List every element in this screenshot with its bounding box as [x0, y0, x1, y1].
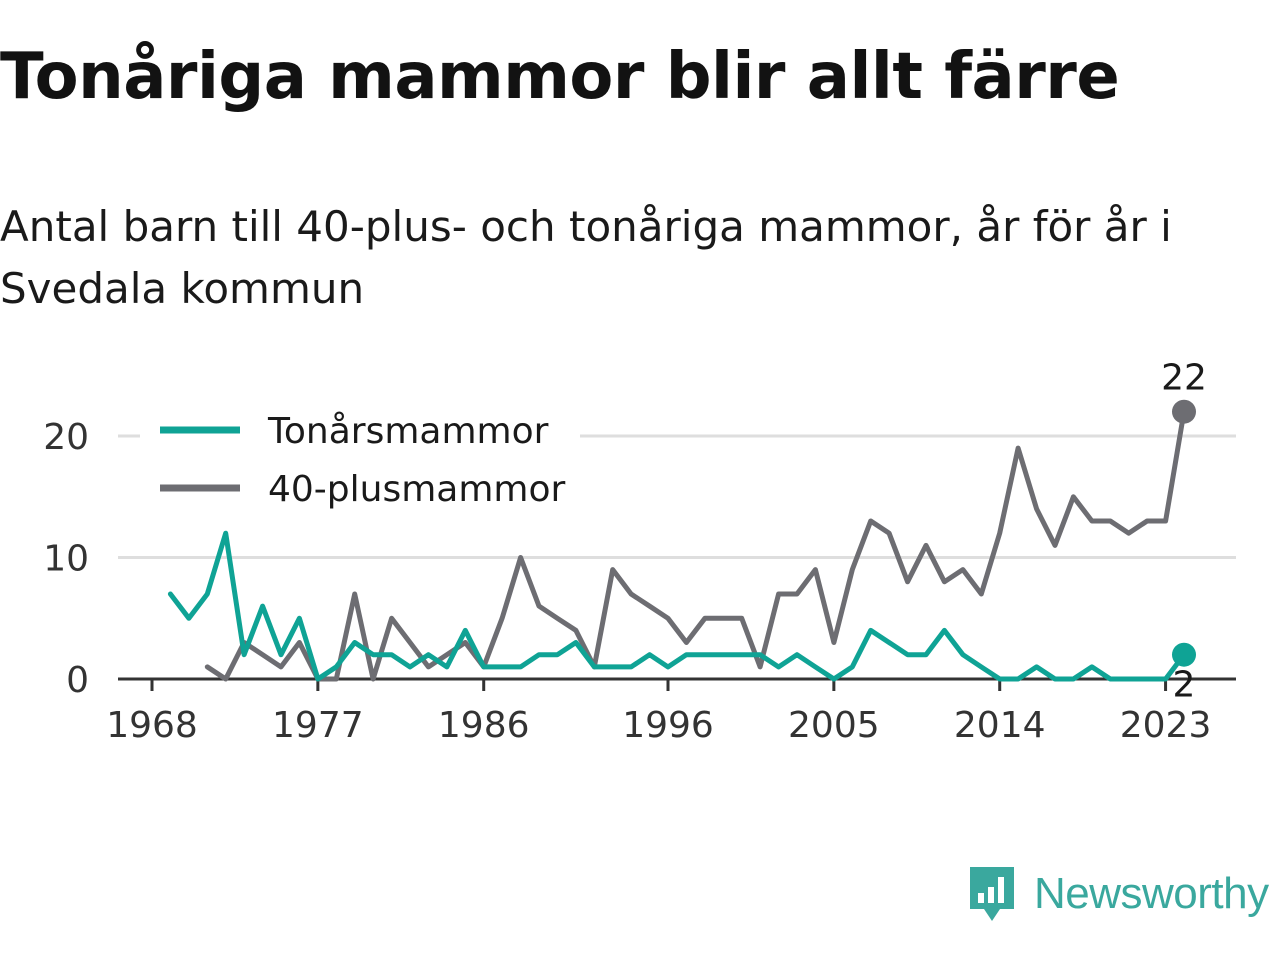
x-axis: 1968 1977 1986 1996 2005 2014 2023	[106, 677, 1236, 746]
x-tick-label: 1977	[272, 705, 364, 746]
y-axis: 0 10 20	[43, 417, 89, 701]
series-line	[167, 530, 1187, 682]
x-tick-label: 1968	[106, 705, 198, 746]
legend-label: 40-plusmammor	[268, 469, 566, 510]
chart-subtitle: Antal barn till 40-plus- och tonåriga ma…	[0, 202, 1172, 313]
x-tick-label: 1996	[622, 705, 714, 746]
series-lines	[167, 399, 1196, 682]
chart-title: Tonåriga mammor blir allt färre	[0, 40, 1120, 114]
end-point-marker	[1172, 642, 1196, 667]
y-tick-label: 20	[43, 417, 89, 458]
end-value-label: 2	[1173, 665, 1196, 706]
legend-background	[140, 402, 580, 522]
brand-name: Newsworthy	[1034, 869, 1269, 918]
y-tick-label: 10	[43, 539, 89, 580]
series-line	[204, 409, 1187, 682]
x-tick-label: 1986	[438, 705, 530, 746]
bar-chart-speech-bubble-icon	[970, 867, 1014, 921]
y-tick-label: 0	[66, 660, 89, 701]
legend: Tonårsmammor 40-plusmammor	[140, 402, 580, 522]
x-tick-label: 2014	[954, 705, 1046, 746]
end-labels: 222	[1161, 358, 1207, 706]
x-tick-label: 2005	[788, 705, 880, 746]
end-point-marker	[1172, 399, 1196, 424]
x-tick-label: 2023	[1120, 705, 1212, 746]
end-value-label: 22	[1161, 358, 1207, 399]
legend-label: Tonårsmammor	[267, 411, 549, 452]
brand-logo: Newsworthy	[966, 862, 1269, 926]
